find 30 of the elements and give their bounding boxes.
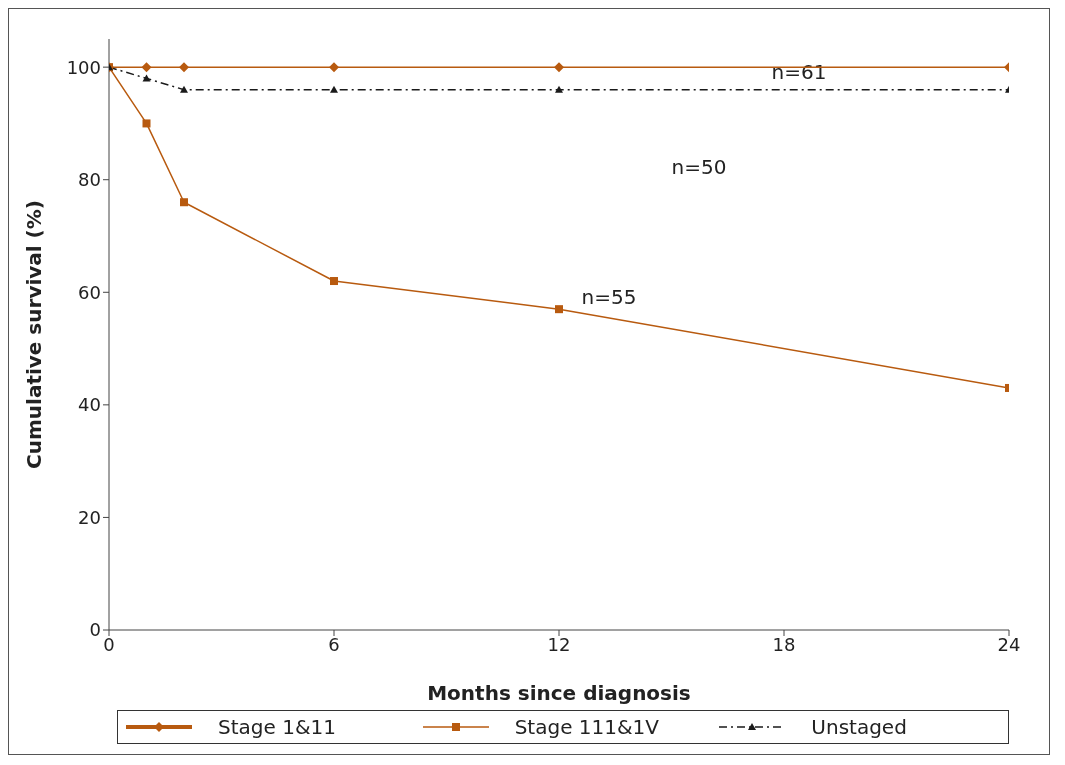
- annotation: n=61: [771, 60, 827, 84]
- y-tick-label: 20: [78, 506, 101, 528]
- x-tick-label: 0: [103, 633, 115, 655]
- x-tick-label: 24: [997, 633, 1021, 655]
- x-tick-label: 18: [772, 633, 796, 655]
- point: [329, 62, 339, 73]
- x-tick-label: 6: [328, 633, 340, 655]
- point: [555, 305, 563, 314]
- point: [179, 62, 189, 73]
- y-tick-label: 100: [66, 56, 101, 78]
- point: [180, 85, 188, 93]
- x-tick-label: 12: [547, 633, 571, 655]
- x-axis-title: Months since diagnosis: [427, 681, 691, 705]
- y-axis-title: Cumulative survival (%): [22, 200, 47, 469]
- annotation: n=55: [581, 285, 637, 309]
- point: [555, 85, 563, 93]
- legend-label: Stage 111&1V: [514, 715, 659, 739]
- point: [330, 85, 338, 93]
- legend-label: Unstaged: [811, 715, 907, 739]
- point: [330, 277, 338, 286]
- y-tick-label: 0: [89, 619, 101, 641]
- legend-label: Stage 1&11: [218, 715, 336, 739]
- point: [141, 62, 152, 73]
- y-tick-label: 40: [78, 394, 101, 416]
- point: [554, 62, 564, 73]
- y-tick-label: 60: [78, 281, 101, 303]
- y-tick-label: 80: [78, 169, 101, 191]
- point: [180, 198, 188, 207]
- annotation: n=50: [671, 155, 727, 179]
- point: [142, 119, 151, 128]
